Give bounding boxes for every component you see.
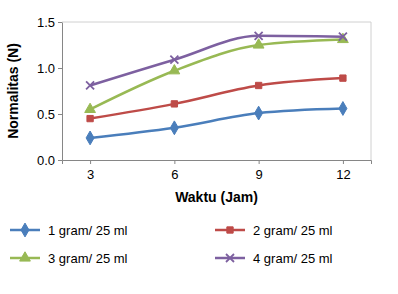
- marker-group: [169, 65, 180, 74]
- legend-marker-group: [21, 223, 29, 237]
- marker-group: [86, 131, 94, 145]
- marker: [86, 81, 94, 89]
- plot-frame: [371, 22, 372, 160]
- y-axis-title: Normalitas (N): [5, 43, 21, 139]
- series: [87, 75, 346, 122]
- legend-marker: [227, 227, 233, 233]
- chart: 0.0 0.5 1.0 1.5 3 6 9 12 Waktu (Jam) Normalitas (…: [0, 0, 398, 294]
- legend-marker-group: [226, 254, 234, 262]
- x-tick: 3: [87, 160, 94, 182]
- x-tick-mark: [90, 160, 91, 164]
- marker-group: [85, 103, 96, 112]
- marker: [170, 56, 178, 64]
- legend-item: 4 gram/ 25 ml: [215, 251, 333, 266]
- legend-marker: [20, 252, 31, 261]
- marker-group: [255, 82, 261, 88]
- legend-label: 3 gram/ 25 ml: [48, 251, 128, 266]
- y-tick-mark: [58, 114, 62, 115]
- marker: [169, 65, 180, 74]
- marker: [85, 103, 96, 112]
- marker: [255, 106, 263, 120]
- legend-label: 2 gram/ 25 ml: [253, 223, 333, 238]
- x-axis: 3 6 9 12: [63, 160, 372, 182]
- marker-group: [170, 56, 178, 64]
- series-line: [90, 36, 343, 86]
- legend-label: 1 gram/ 25 ml: [48, 223, 128, 238]
- x-tick-label: 3: [87, 167, 94, 182]
- y-tick: 1.5: [37, 15, 62, 30]
- y-tick-mark: [58, 68, 62, 69]
- marker: [339, 33, 347, 41]
- y-tick: 0.5: [37, 107, 62, 122]
- legend-marker: [226, 254, 234, 262]
- marker: [255, 32, 263, 40]
- plot-area: [85, 32, 349, 145]
- y-tick: 1.0: [37, 61, 62, 76]
- x-tick: 6: [171, 160, 178, 182]
- marker: [338, 33, 349, 42]
- y-tick-label: 1.0: [37, 61, 55, 76]
- legend: 1 gram/ 25 ml 2 gram/ 25 ml 3 gram/ 25 ml 4…: [10, 223, 333, 266]
- legend-marker: [21, 223, 29, 237]
- y-tick-label: 1.5: [37, 15, 55, 30]
- series: [85, 33, 349, 112]
- legend-item: 3 gram/ 25 ml: [10, 251, 128, 266]
- x-axis-title: Waktu (Jam): [175, 189, 258, 205]
- marker-group: [255, 32, 263, 40]
- y-tick-label: 0.0: [37, 153, 55, 168]
- marker-group: [87, 115, 93, 121]
- marker-group: [339, 33, 347, 41]
- marker: [340, 75, 346, 81]
- marker: [255, 82, 261, 88]
- y-tick: 0.0: [37, 153, 62, 168]
- marker-group: [86, 81, 94, 89]
- x-tick-mark: [343, 160, 344, 164]
- y-axis-line: [58, 23, 63, 161]
- x-tick: 12: [336, 160, 350, 182]
- x-tick-mark: [174, 160, 175, 164]
- y-tick-mark: [58, 22, 62, 23]
- marker: [171, 101, 177, 107]
- marker: [86, 131, 94, 145]
- series: [86, 102, 347, 145]
- marker: [339, 102, 347, 116]
- x-tick: 9: [256, 160, 263, 182]
- legend-marker-group: [20, 252, 31, 261]
- plot-frame: [62, 22, 371, 23]
- legend-item: 1 gram/ 25 ml: [10, 223, 128, 238]
- y-axis: 0.0 0.5 1.0 1.5: [37, 15, 63, 168]
- y-tick-mark: [58, 160, 62, 161]
- legend-item: 2 gram/ 25 ml: [215, 223, 333, 238]
- marker-group: [170, 121, 178, 135]
- x-tick-label: 12: [336, 167, 350, 182]
- y-tick-label: 0.5: [37, 107, 55, 122]
- x-tick-label: 6: [171, 167, 178, 182]
- marker: [87, 115, 93, 121]
- series-line: [90, 78, 343, 118]
- x-tick-mark: [259, 160, 260, 164]
- marker-group: [338, 33, 349, 42]
- x-axis-line: [63, 161, 372, 165]
- marker-group: [340, 75, 346, 81]
- x-tick-label: 9: [256, 167, 263, 182]
- series: [86, 32, 347, 90]
- legend-marker-group: [227, 227, 233, 233]
- legend-label: 4 gram/ 25 ml: [253, 251, 333, 266]
- marker: [253, 39, 264, 48]
- marker-group: [255, 106, 263, 120]
- marker: [170, 121, 178, 135]
- marker-group: [339, 102, 347, 116]
- marker-group: [171, 101, 177, 107]
- marker-group: [253, 39, 264, 48]
